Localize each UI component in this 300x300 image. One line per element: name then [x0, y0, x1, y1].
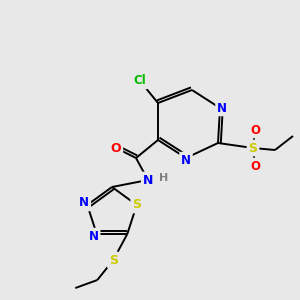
Text: S: S [132, 199, 141, 212]
Text: O: O [111, 142, 121, 154]
Text: O: O [250, 124, 260, 136]
Text: Cl: Cl [134, 74, 146, 88]
Text: N: N [217, 101, 227, 115]
Text: O: O [250, 160, 260, 172]
Text: S: S [248, 142, 257, 154]
Text: H: H [159, 173, 169, 183]
Text: N: N [79, 196, 89, 209]
Text: S: S [109, 254, 118, 266]
Text: N: N [89, 230, 99, 242]
Text: N: N [143, 173, 153, 187]
Text: N: N [181, 154, 191, 166]
